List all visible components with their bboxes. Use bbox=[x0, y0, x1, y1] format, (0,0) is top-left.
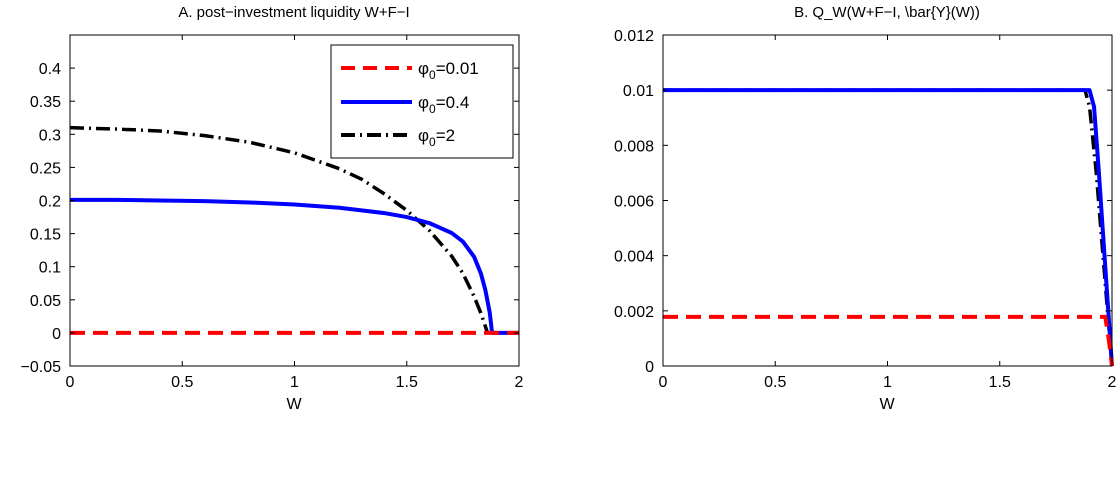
chart-a-legend: φ0=0.01 φ0=0.4 φ0=2 bbox=[330, 44, 514, 159]
chart-a-ytick-label: 0.25 bbox=[30, 160, 61, 177]
chart-a-xtick-label: 1.5 bbox=[396, 374, 418, 391]
chart-b-xlabel: W bbox=[879, 396, 895, 413]
legend-label-1: φ0=0.01 bbox=[418, 59, 479, 82]
chart-a-xtick-label: 0 bbox=[66, 374, 75, 391]
legend-label-2: φ0=0.4 bbox=[418, 93, 469, 116]
chart-b-series-line-1 bbox=[663, 314, 1114, 367]
chart-a-data-layer bbox=[69, 125, 519, 335]
chart-b-title: B. Q_W(W+F−I, \bar{Y}(W)) bbox=[794, 4, 980, 21]
chart-b-ytick-label: 0.002 bbox=[614, 304, 654, 321]
chart-b-ticks: 0 0.5 1 1.5 2 0 0.002 0.004 0.006 0.008 0.01 0.012 bbox=[614, 28, 1117, 391]
legend-label-3: φ0=2 bbox=[418, 126, 455, 149]
chart-b-data-layer bbox=[663, 88, 1114, 367]
chart-b-ytick-label: 0.01 bbox=[623, 83, 654, 100]
legend-item-1: φ0=0.01 bbox=[341, 59, 479, 82]
chart-b-xtick-label: 0.5 bbox=[764, 374, 786, 391]
chart-a-ytick-label: −0.05 bbox=[21, 359, 62, 376]
chart-a-ytick-label: 0 bbox=[52, 326, 61, 343]
chart-a-xtick-label: 0.5 bbox=[171, 374, 193, 391]
legend-item-2: φ0=0.4 bbox=[341, 93, 469, 116]
chart-a-series-line-2 bbox=[70, 197, 519, 335]
chart-b-ytick-label: 0.008 bbox=[614, 138, 654, 155]
chart-b-axes-box bbox=[662, 34, 1113, 367]
chart-a-ytick-label: 0.35 bbox=[30, 94, 61, 111]
chart-a-xlabel: W bbox=[286, 396, 302, 413]
chart-a-ytick-label: 0.4 bbox=[39, 61, 61, 78]
chart-a-ytick-label: 0.15 bbox=[30, 227, 61, 244]
chart-a-ytick-label: 0.3 bbox=[39, 127, 61, 144]
chart-b-xtick-label: 1 bbox=[883, 374, 892, 391]
chart-panel-b: B. Q_W(W+F−I, \bar{Y}(W)) 0 0.5 1 1.5 2 0 0.00… bbox=[614, 4, 1117, 413]
chart-a-ytick-label: 0.05 bbox=[30, 293, 61, 310]
chart-a-ytick-label: 0.2 bbox=[39, 194, 61, 211]
chart-b-xtick-label: 0 bbox=[659, 374, 668, 391]
chart-b-xtick-label: 1.5 bbox=[989, 374, 1011, 391]
chart-a-series-line-3 bbox=[69, 125, 490, 334]
chart-a-ticks: 0 0.5 1 1.5 2−0.0500.050.10.150.20.250.30.35… bbox=[21, 35, 524, 391]
chart-a-xtick-label: 2 bbox=[515, 374, 524, 391]
chart-b-ytick-label: 0.006 bbox=[614, 194, 654, 211]
chart-a-title: A. post−investment liquidity W+F−I bbox=[178, 4, 409, 21]
chart-panel-a: A. post−investment liquidity W+F−I 0 0.5 1… bbox=[21, 4, 524, 413]
chart-b-ytick-label: 0 bbox=[645, 359, 654, 376]
chart-a-xtick-label: 1 bbox=[290, 374, 299, 391]
chart-a-axes-box bbox=[69, 34, 520, 367]
chart-b-ytick-label: 0.004 bbox=[614, 249, 654, 266]
chart-b-xtick-label: 2 bbox=[1108, 374, 1117, 391]
chart-b-series-line-2 bbox=[663, 88, 1114, 367]
chart-b-ytick-label: 0.012 bbox=[614, 28, 654, 45]
legend-item-3: φ0=2 bbox=[341, 126, 455, 149]
chart-a-ytick-label: 0.1 bbox=[39, 260, 61, 277]
